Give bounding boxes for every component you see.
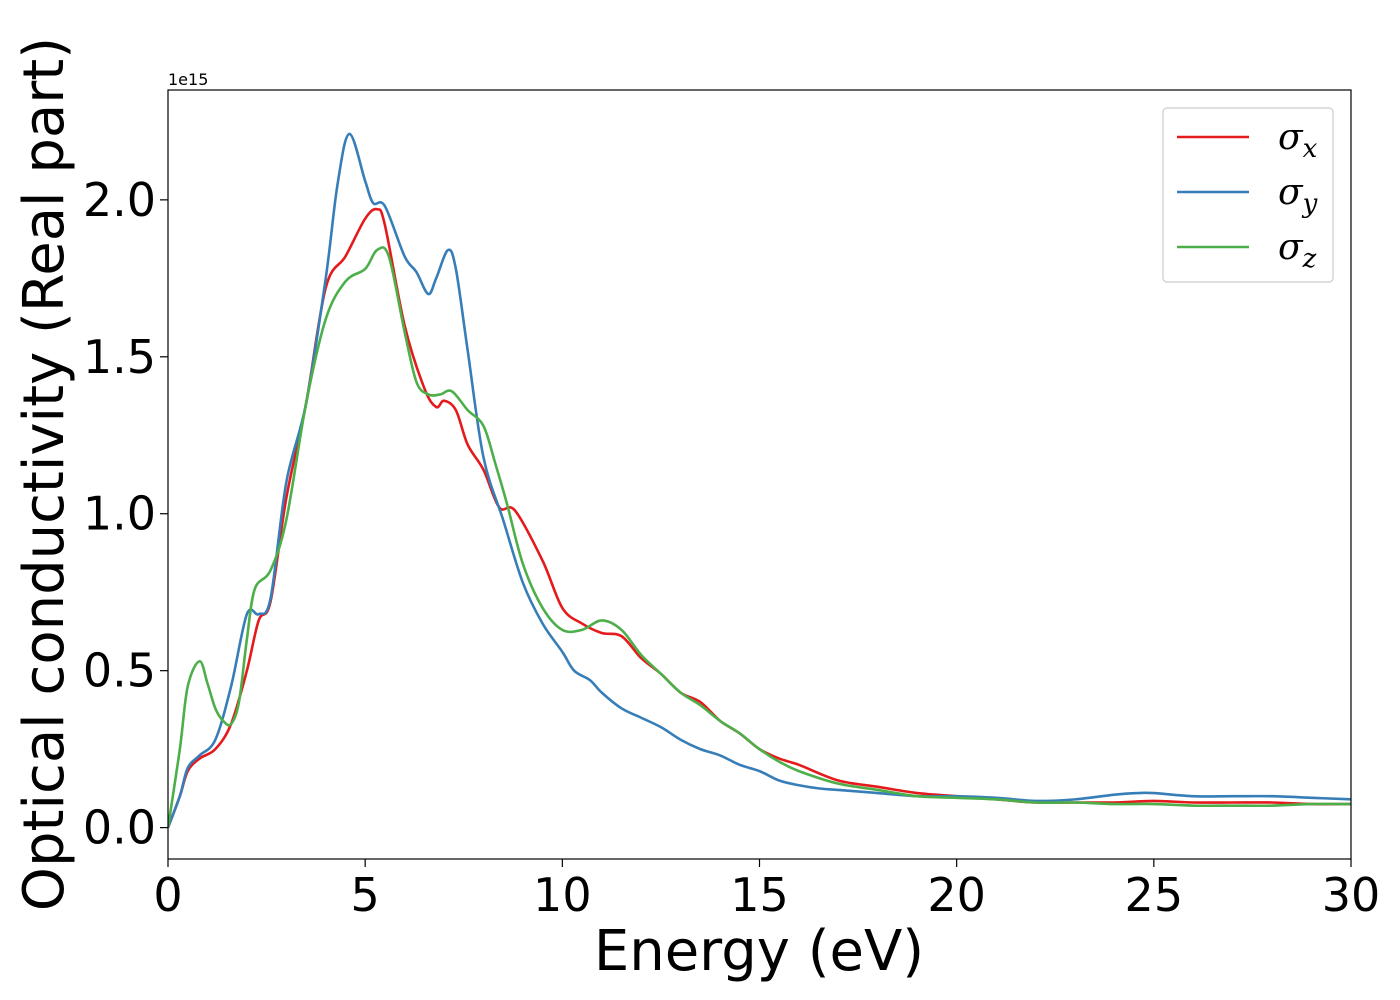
y-axis: 0.0 0.5 1.0 1.5 2.0 [83,173,168,855]
legend: σx σy σz [1162,107,1334,283]
x-axis: 0 5 10 15 20 25 30 [153,859,1380,922]
x-tick-label: 0 [153,868,182,922]
legend-label-z: σz [1278,227,1317,274]
series-line-z [168,246,1351,828]
y-tick-label: 0.5 [83,644,156,698]
legend-items: σx σy σz [1177,117,1318,274]
series-layer [168,132,1351,829]
y-tick-label: 1.0 [83,487,156,541]
x-axis-label: Energy (eV) [594,919,924,984]
x-tick-label: 15 [730,868,789,922]
x-tick-label: 5 [351,868,380,922]
legend-label-y: σy [1278,172,1318,219]
y-tick-label: 2.0 [83,173,156,227]
legend-label-x: σx [1278,117,1318,164]
x-tick-label: 10 [533,868,592,922]
series-line-y [168,132,1351,829]
x-tick-label: 20 [927,868,986,922]
x-tick-label: 25 [1125,868,1184,922]
x-tick-label: 30 [1322,868,1381,922]
y-offset-text: 1e15 [168,70,208,89]
legend-box [1162,107,1334,283]
y-axis-label: Optical conductivity (Real part) [12,37,77,911]
y-tick-label: 0.0 [83,801,156,855]
y-tick-label: 1.5 [83,330,156,384]
